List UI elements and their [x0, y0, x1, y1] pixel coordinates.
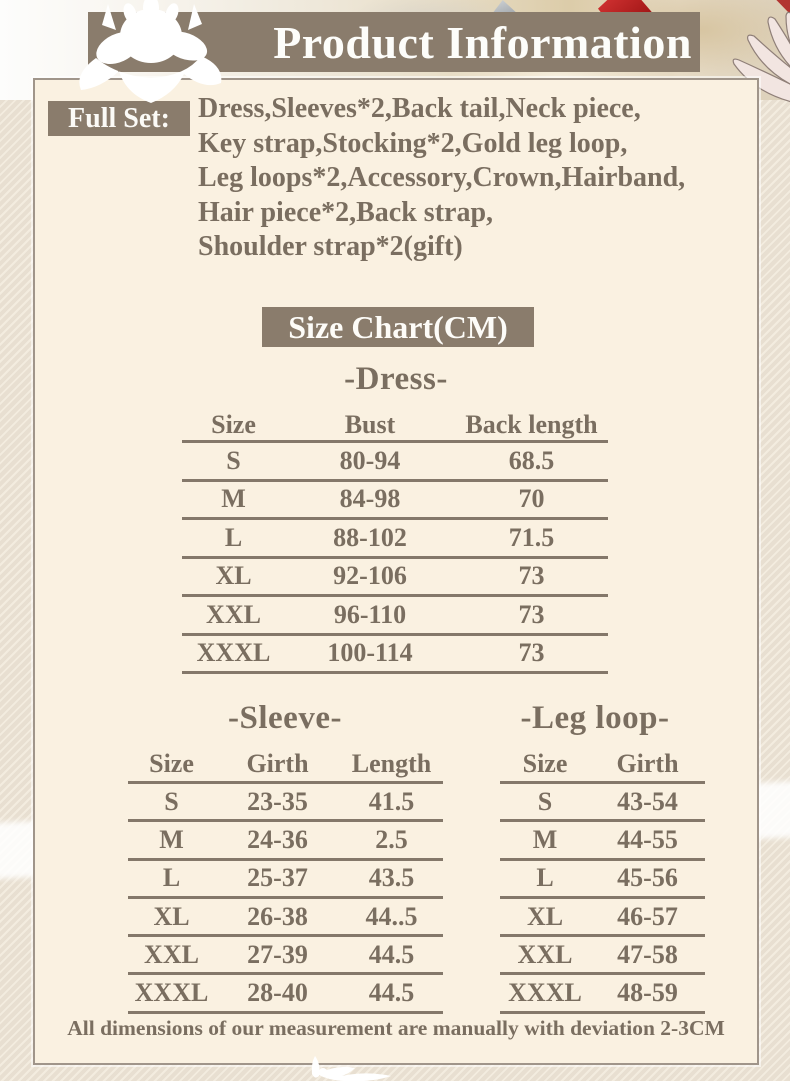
sleeve-size-table: Size Girth Length S 23-35 41.5 M 24-36 2.5 L 25-37… — [128, 746, 443, 1014]
table-cell: 44.5 — [368, 978, 415, 1008]
table-cell: 23-35 — [247, 786, 308, 816]
table-cell: XL — [526, 901, 564, 931]
column-header: Size — [211, 410, 256, 439]
table-cell: L — [536, 863, 554, 893]
dress-table-title: -Dress- — [344, 361, 448, 397]
table-cell: XXXL — [134, 978, 209, 1008]
full-set-list: Dress,Sleeves*2,Back tail,Neck piece, Ke… — [198, 92, 685, 265]
table-cell: XXXL — [508, 978, 582, 1008]
table-cell: 92-106 — [333, 561, 407, 591]
table-cell: S — [537, 786, 553, 816]
full-set-line: Leg loops*2,Accessory,Crown,Hairband, — [198, 162, 686, 193]
table-row: M 84-98 70 — [182, 482, 608, 520]
table-row: XL 26-38 44..5 — [128, 899, 443, 938]
white-flower-silhouette-icon — [66, 0, 236, 115]
table-cell: 43-54 — [617, 786, 678, 816]
table-row: L 45-56 — [500, 861, 705, 899]
table-cell: 80-94 — [339, 445, 401, 475]
dress-size-table: Size Bust Back length S 80-94 68.5 M 84-98 70 L 88… — [182, 410, 608, 674]
table-header-row: Size Girth Length — [128, 746, 443, 784]
table-cell: 46-57 — [617, 901, 678, 931]
bottom-flower-icon — [303, 1054, 411, 1081]
leg-loop-table-title: -Leg loop- — [520, 700, 670, 736]
table-row: M 44-55 — [500, 822, 705, 861]
table-row: XXXL 48-59 — [500, 975, 705, 1014]
table-cell: L — [162, 863, 181, 893]
table-cell: 71.5 — [508, 522, 555, 552]
table-row: XXL 47-58 — [500, 937, 705, 976]
column-header: Back length — [465, 410, 598, 439]
table-cell: 44-55 — [617, 824, 678, 854]
column-header: Size — [149, 748, 194, 778]
table-cell: XXL — [144, 939, 199, 969]
table-cell: L — [224, 522, 243, 552]
column-header: Length — [351, 748, 432, 778]
column-header: Size — [522, 748, 568, 778]
column-header: Bust — [344, 410, 396, 439]
full-set-line: Dress,Sleeves*2,Back tail,Neck piece, — [198, 93, 641, 124]
table-cell: XL — [215, 561, 252, 591]
table-cell: 43.5 — [368, 863, 415, 893]
table-cell: XXXL — [196, 638, 271, 668]
table-cell: 68.5 — [508, 445, 555, 475]
table-row: L 88-102 71.5 — [182, 520, 608, 559]
table-cell: 25-37 — [247, 863, 308, 893]
table-cell: 88-102 — [333, 522, 407, 552]
table-row: S 23-35 41.5 — [128, 784, 443, 823]
table-cell: 73 — [518, 599, 545, 629]
table-row: S 43-54 — [500, 784, 705, 823]
table-cell: M — [159, 824, 184, 854]
table-row: XXL 27-39 44.5 — [128, 937, 443, 976]
leg-loop-size-table: Size Girth S 43-54 M 44-55 L 45-56 XL 46-57 XXL 47-… — [500, 746, 705, 1014]
table-cell: 2.5 — [375, 824, 408, 854]
sleeve-table-title: -Sleeve- — [228, 700, 342, 736]
table-cell: 27-39 — [247, 939, 308, 969]
table-cell: 73 — [518, 561, 545, 591]
table-cell: 24-36 — [247, 824, 308, 854]
table-cell: 48-59 — [617, 978, 678, 1008]
table-cell: 26-38 — [247, 901, 308, 931]
table-row: XXL 96-110 73 — [182, 597, 608, 636]
wing-feather-icon — [726, 10, 790, 115]
table-cell: 28-40 — [247, 978, 308, 1008]
table-cell: M — [221, 484, 246, 514]
table-cell: S — [226, 445, 241, 475]
table-row: M 24-36 2.5 — [128, 822, 443, 861]
full-set-label: Full Set: — [48, 101, 190, 136]
column-header: Girth — [616, 748, 679, 778]
table-cell: 45-56 — [617, 863, 678, 893]
table-row: S 80-94 68.5 — [182, 443, 608, 482]
full-set-line: Shoulder strap*2(gift) — [198, 231, 463, 262]
table-cell: XXL — [517, 939, 573, 969]
table-cell: 84-98 — [339, 484, 401, 514]
table-row: XL 92-106 73 — [182, 559, 608, 597]
size-chart-heading: Size Chart(CM) — [262, 307, 534, 347]
full-set-line: Hair piece*2,Back strap, — [198, 196, 494, 228]
table-cell: S — [164, 786, 179, 816]
table-row: XL 46-57 — [500, 899, 705, 938]
full-set-line: Key strap,Stocking*2,Gold leg loop, — [198, 127, 628, 159]
table-cell: 70 — [518, 484, 545, 514]
table-cell: 41.5 — [368, 786, 415, 816]
table-cell: XXL — [206, 599, 261, 629]
table-row: XXXL 28-40 44.5 — [128, 975, 443, 1014]
table-cell: 44..5 — [365, 901, 418, 931]
table-cell: 47-58 — [617, 939, 678, 969]
table-cell: 96-110 — [333, 599, 407, 629]
table-row: L 25-37 43.5 — [128, 861, 443, 899]
table-header-row: Size Bust Back length — [182, 410, 608, 443]
table-cell: 73 — [518, 638, 545, 668]
table-cell: 44.5 — [368, 939, 415, 969]
table-row: XXXL 100-114 73 — [182, 636, 608, 674]
table-cell: XL — [153, 901, 190, 931]
measurement-deviation-note: All dimensions of our measurement are ma… — [67, 1016, 725, 1040]
table-header-row: Size Girth — [500, 746, 705, 784]
content-panel: Full Set: Dress,Sleeves*2,Back tail,Neck… — [33, 78, 759, 1065]
column-header: Girth — [246, 748, 309, 778]
table-cell: 100-114 — [327, 638, 413, 668]
table-cell: M — [532, 824, 558, 854]
